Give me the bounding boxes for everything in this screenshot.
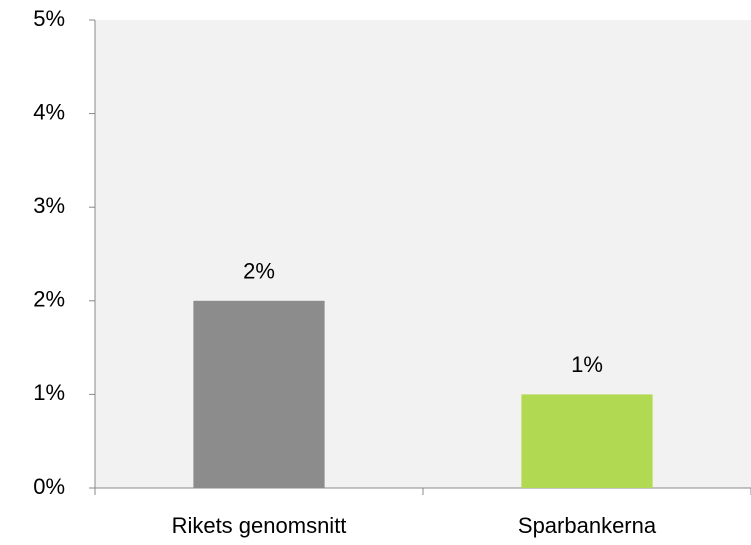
y-tick-label: 1% [33,380,65,405]
bar [521,394,653,488]
data-label: 1% [571,352,603,377]
y-tick-label: 5% [33,6,65,31]
bar [193,300,325,488]
y-tick-label: 2% [33,287,65,312]
data-label: 2% [243,259,275,284]
y-tick-label: 3% [33,193,65,218]
x-tick-label: Rikets genomsnitt [172,513,347,538]
y-tick-label: 4% [33,99,65,124]
x-tick-label: Sparbankerna [518,513,657,538]
y-tick-label: 0% [33,474,65,499]
